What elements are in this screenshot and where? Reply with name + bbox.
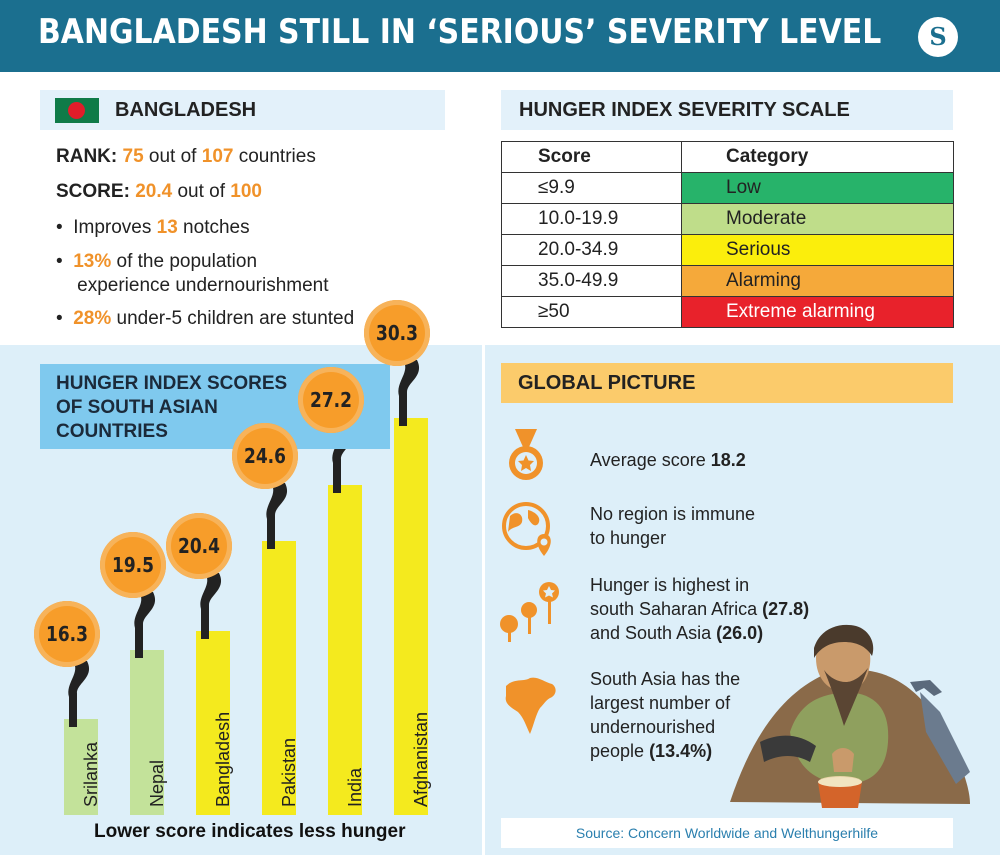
section-divider	[482, 322, 485, 855]
score-coin-nepal: 19.5	[100, 532, 166, 599]
bar-india	[328, 484, 362, 815]
bar-label: India	[345, 767, 365, 807]
bar-bangladesh	[196, 630, 230, 815]
chart-footnote: Lower score indicates less hunger	[94, 821, 406, 842]
global-south-asia-undernourished: South Asia has the largest number of und…	[590, 669, 741, 761]
category-cell: Low	[681, 172, 954, 204]
score-value: 16.3	[46, 622, 88, 646]
score-coin-pakistan: 24.6	[232, 422, 298, 489]
table-row: 10.0-19.9 Moderate	[501, 203, 954, 235]
score-cell: 10.0-19.9	[501, 203, 682, 235]
score-cell: ≥50	[501, 296, 682, 328]
score-cell: 20.0-34.9	[501, 234, 682, 266]
bullet-notches: • Improves 13 notches	[56, 217, 250, 238]
fork-stick	[68, 661, 90, 727]
table-row: ≤9.9 Low	[501, 172, 954, 204]
bar-label: Pakistan	[279, 737, 299, 807]
bullet-undernourishment: • 13% of the population experience under…	[56, 251, 329, 296]
score-cell: ≤9.9	[501, 172, 682, 204]
col-score-header: Score	[501, 141, 682, 173]
header-bar: BANGLADESH STILL IN ‘SERIOUS’ SEVERITY L…	[0, 0, 1000, 72]
col-category-header: Category	[681, 141, 954, 173]
score-coin-srilanka: 16.3	[34, 601, 100, 667]
bar-nepal	[130, 650, 164, 815]
score-value: 24.6	[244, 443, 286, 468]
table-row: ≥50 Extreme alarming	[501, 296, 954, 328]
category-cell: Alarming	[681, 265, 954, 297]
bar-label: Srilanka	[81, 741, 101, 807]
table-header-row: Score Category	[501, 141, 954, 173]
score-value: 27.2	[310, 387, 352, 412]
rank-line: RANK: 75 out of 107 countries	[56, 146, 316, 167]
global-no-region-immune: No region is immune to hunger	[590, 504, 756, 548]
bar-afghanistan	[394, 418, 428, 815]
south-asia-title: HUNGER INDEX SCORES OF SOUTH ASIAN COUNTRI…	[56, 373, 288, 442]
fork-stick	[398, 360, 420, 426]
global-average-score: Average score 18.2	[590, 450, 746, 470]
score-coin-afghanistan: 30.3	[364, 300, 430, 366]
score-coin-india: 27.2	[298, 366, 364, 433]
category-cell: Moderate	[681, 203, 954, 235]
fork-stick	[200, 572, 222, 639]
score-value: 30.3	[376, 321, 418, 345]
score-value: 19.5	[112, 553, 154, 578]
hungry-man-illustration	[730, 624, 970, 808]
severity-title: HUNGER INDEX SEVERITY SCALE	[519, 99, 850, 121]
score-coin-bangladesh: 20.4	[166, 512, 232, 579]
table-row: 35.0-49.9 Alarming	[501, 265, 954, 297]
source-note: Source: Concern Worldwide and Welthunger…	[501, 818, 953, 848]
severity-heading: HUNGER INDEX SEVERITY SCALE	[501, 90, 953, 130]
bangladesh-heading: BANGLADESH	[40, 90, 445, 130]
page-title: BANGLADESH STILL IN ‘SERIOUS’ SEVERITY L…	[38, 12, 882, 52]
fork-stick	[266, 482, 288, 549]
score-line: SCORE: 20.4 out of 100	[56, 181, 262, 202]
bar-pakistan	[262, 540, 296, 815]
global-heading: GLOBAL PICTURE	[501, 363, 953, 403]
global-title: GLOBAL PICTURE	[518, 372, 696, 394]
medal-icon	[509, 429, 543, 480]
fork-stick	[134, 592, 156, 659]
table-row: 20.0-34.9 Serious	[501, 234, 954, 266]
bangladesh-flag-icon	[55, 98, 99, 123]
bar-label: Bangladesh	[213, 711, 233, 807]
map-pins-icon	[500, 582, 559, 642]
score-value: 20.4	[178, 533, 220, 558]
bar-srilanka	[64, 719, 98, 815]
category-cell: Extreme alarming	[681, 296, 954, 328]
south-asia-map-icon	[505, 677, 556, 734]
severity-table: Score Category ≤9.9 Low 10.0-19.9 Modera…	[501, 141, 954, 328]
bar-label: Nepal	[147, 759, 167, 807]
bar-label: Afghanistan	[411, 711, 431, 807]
globe-location-icon	[502, 502, 551, 556]
global-highest-regions: Hunger is highest in south Saharan Afric…	[590, 575, 810, 643]
brand-logo: S	[918, 17, 958, 57]
category-cell: Serious	[681, 234, 954, 266]
country-name: BANGLADESH	[115, 99, 257, 121]
bullet-stunted: • 28% under-5 children are stunted	[56, 308, 355, 329]
score-cell: 35.0-49.9	[501, 265, 682, 297]
